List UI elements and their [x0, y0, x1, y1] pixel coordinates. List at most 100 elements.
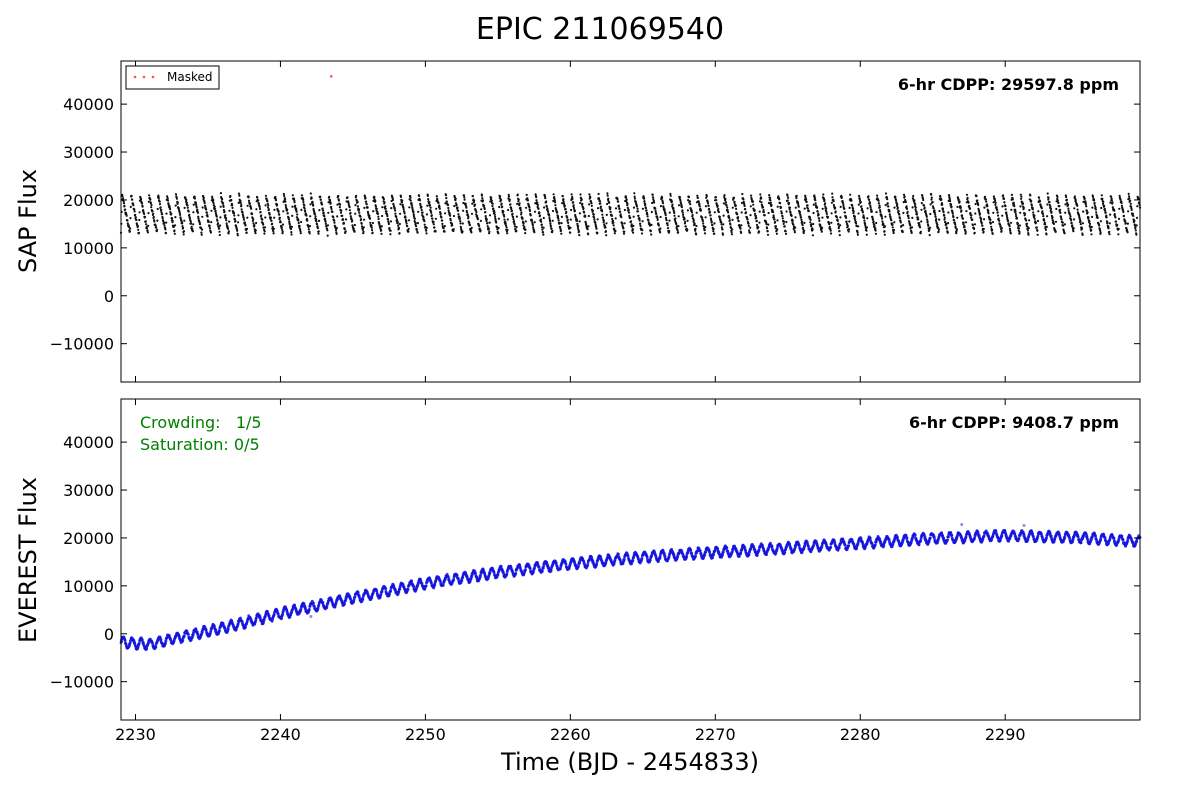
sap-flux-point: [821, 226, 824, 229]
sap-flux-point: [625, 198, 628, 201]
sap-flux-point: [514, 228, 517, 231]
sap-flux-point: [399, 195, 403, 198]
sap-flux-point: [896, 206, 899, 209]
sap-flux-point: [639, 224, 642, 227]
sap-flux-point: [1002, 197, 1006, 200]
everest-flux-point: [326, 601, 330, 605]
sap-flux-point: [888, 210, 891, 213]
sap-flux-point: [839, 216, 842, 219]
sap-flux-point: [704, 205, 708, 208]
sap-flux-point: [304, 210, 307, 213]
sap-flux-point: [1005, 211, 1008, 214]
everest-flux-point: [239, 616, 242, 620]
legend-marker-dot: [142, 75, 146, 79]
sap-flux-point: [814, 202, 817, 205]
sap-flux-point: [124, 208, 127, 211]
sap-flux-point: [943, 216, 946, 219]
sap-flux-point: [590, 202, 593, 205]
sap-flux-point: [511, 215, 515, 219]
sap-flux-point: [1022, 206, 1025, 209]
sap-flux-point: [998, 219, 1001, 222]
sap-flux-point: [910, 226, 914, 229]
sap-flux-point: [609, 210, 612, 213]
sap-flux-point: [302, 200, 305, 204]
sap-flux-point: [207, 220, 210, 223]
sap-flux-point: [602, 219, 606, 222]
sap-flux-point: [698, 205, 701, 208]
sap-flux-point: [449, 214, 452, 217]
sap-flux-point: [390, 207, 393, 210]
sap-flux-point: [937, 230, 940, 233]
sap-flux-point: [501, 205, 504, 208]
sap-flux-point: [878, 204, 881, 207]
sap-flux-point: [409, 194, 412, 198]
sap-flux-point: [473, 199, 476, 202]
sap-flux-point: [774, 220, 777, 224]
sap-flux-point: [955, 228, 959, 231]
sap-flux-point: [793, 231, 797, 234]
sap-flux-point: [1099, 220, 1102, 223]
sap-flux-point: [313, 212, 317, 215]
sap-flux-point: [509, 203, 512, 206]
sap-flux-point: [964, 230, 967, 234]
sap-flux-point: [385, 210, 388, 213]
sap-flux-point: [1011, 198, 1014, 201]
sap-flux-point: [492, 207, 495, 210]
sap-flux-point: [884, 215, 887, 218]
sap-flux-point: [668, 211, 671, 214]
sap-flux-point: [794, 216, 797, 219]
everest-flux-point: [262, 621, 265, 624]
sap-flux-point: [828, 225, 831, 228]
sap-flux-point: [637, 214, 640, 217]
sap-flux-point: [787, 201, 791, 205]
sap-flux-point: [699, 209, 703, 212]
sap-flux-point: [129, 227, 132, 230]
sap-flux-point: [968, 207, 972, 210]
everest-flux-point: [420, 582, 424, 586]
sap-flux-point: [579, 193, 582, 196]
sap-flux-point: [992, 201, 995, 204]
everest-flux-point: [455, 574, 459, 577]
sap-flux-point: [1126, 222, 1129, 225]
sap-flux-point: [321, 209, 325, 212]
sap-flux-point: [857, 212, 860, 215]
sap-flux-point: [641, 229, 644, 232]
sap-flux-point: [331, 210, 334, 213]
sap-flux-point: [524, 228, 527, 231]
sap-flux-point: [246, 204, 249, 207]
sap-flux-point: [475, 214, 479, 217]
sap-flux-point: [957, 198, 960, 201]
sap-flux-point: [1129, 199, 1132, 202]
sap-flux-point: [838, 229, 841, 233]
sap-flux-point: [575, 219, 579, 222]
sap-flux-point: [428, 204, 432, 207]
sap-flux-point: [399, 212, 402, 215]
sap-flux-point: [234, 219, 237, 222]
everest-flux-point: [187, 633, 190, 636]
sap-flux-point: [1095, 211, 1098, 214]
sap-flux-point: [617, 205, 621, 208]
everest-flux-point: [392, 584, 396, 588]
sap-flux-point: [696, 196, 700, 199]
sap-flux-point: [341, 214, 344, 217]
sap-flux-point: [666, 224, 669, 227]
sap-flux-point: [1090, 225, 1093, 229]
sap-flux-point: [126, 219, 129, 222]
sap-flux-point: [906, 210, 909, 213]
sap-flux-point: [791, 219, 794, 222]
sap-flux-point: [755, 216, 758, 219]
sap-flux-point: [410, 202, 413, 205]
sap-flux-point: [866, 207, 869, 210]
sap-flux-point: [494, 215, 497, 218]
sap-flux-point: [941, 203, 944, 206]
sap-flux-point: [430, 211, 433, 214]
sap-flux-point: [452, 228, 455, 231]
sap-flux-point: [597, 192, 600, 196]
sap-flux-point: [403, 210, 406, 213]
sap-flux-point: [543, 206, 546, 209]
sap-flux-point: [502, 210, 505, 213]
sap-flux-point: [158, 203, 162, 206]
sap-flux-point: [427, 198, 430, 201]
sap-flux-point: [464, 202, 467, 205]
sap-flux-point: [826, 215, 830, 219]
